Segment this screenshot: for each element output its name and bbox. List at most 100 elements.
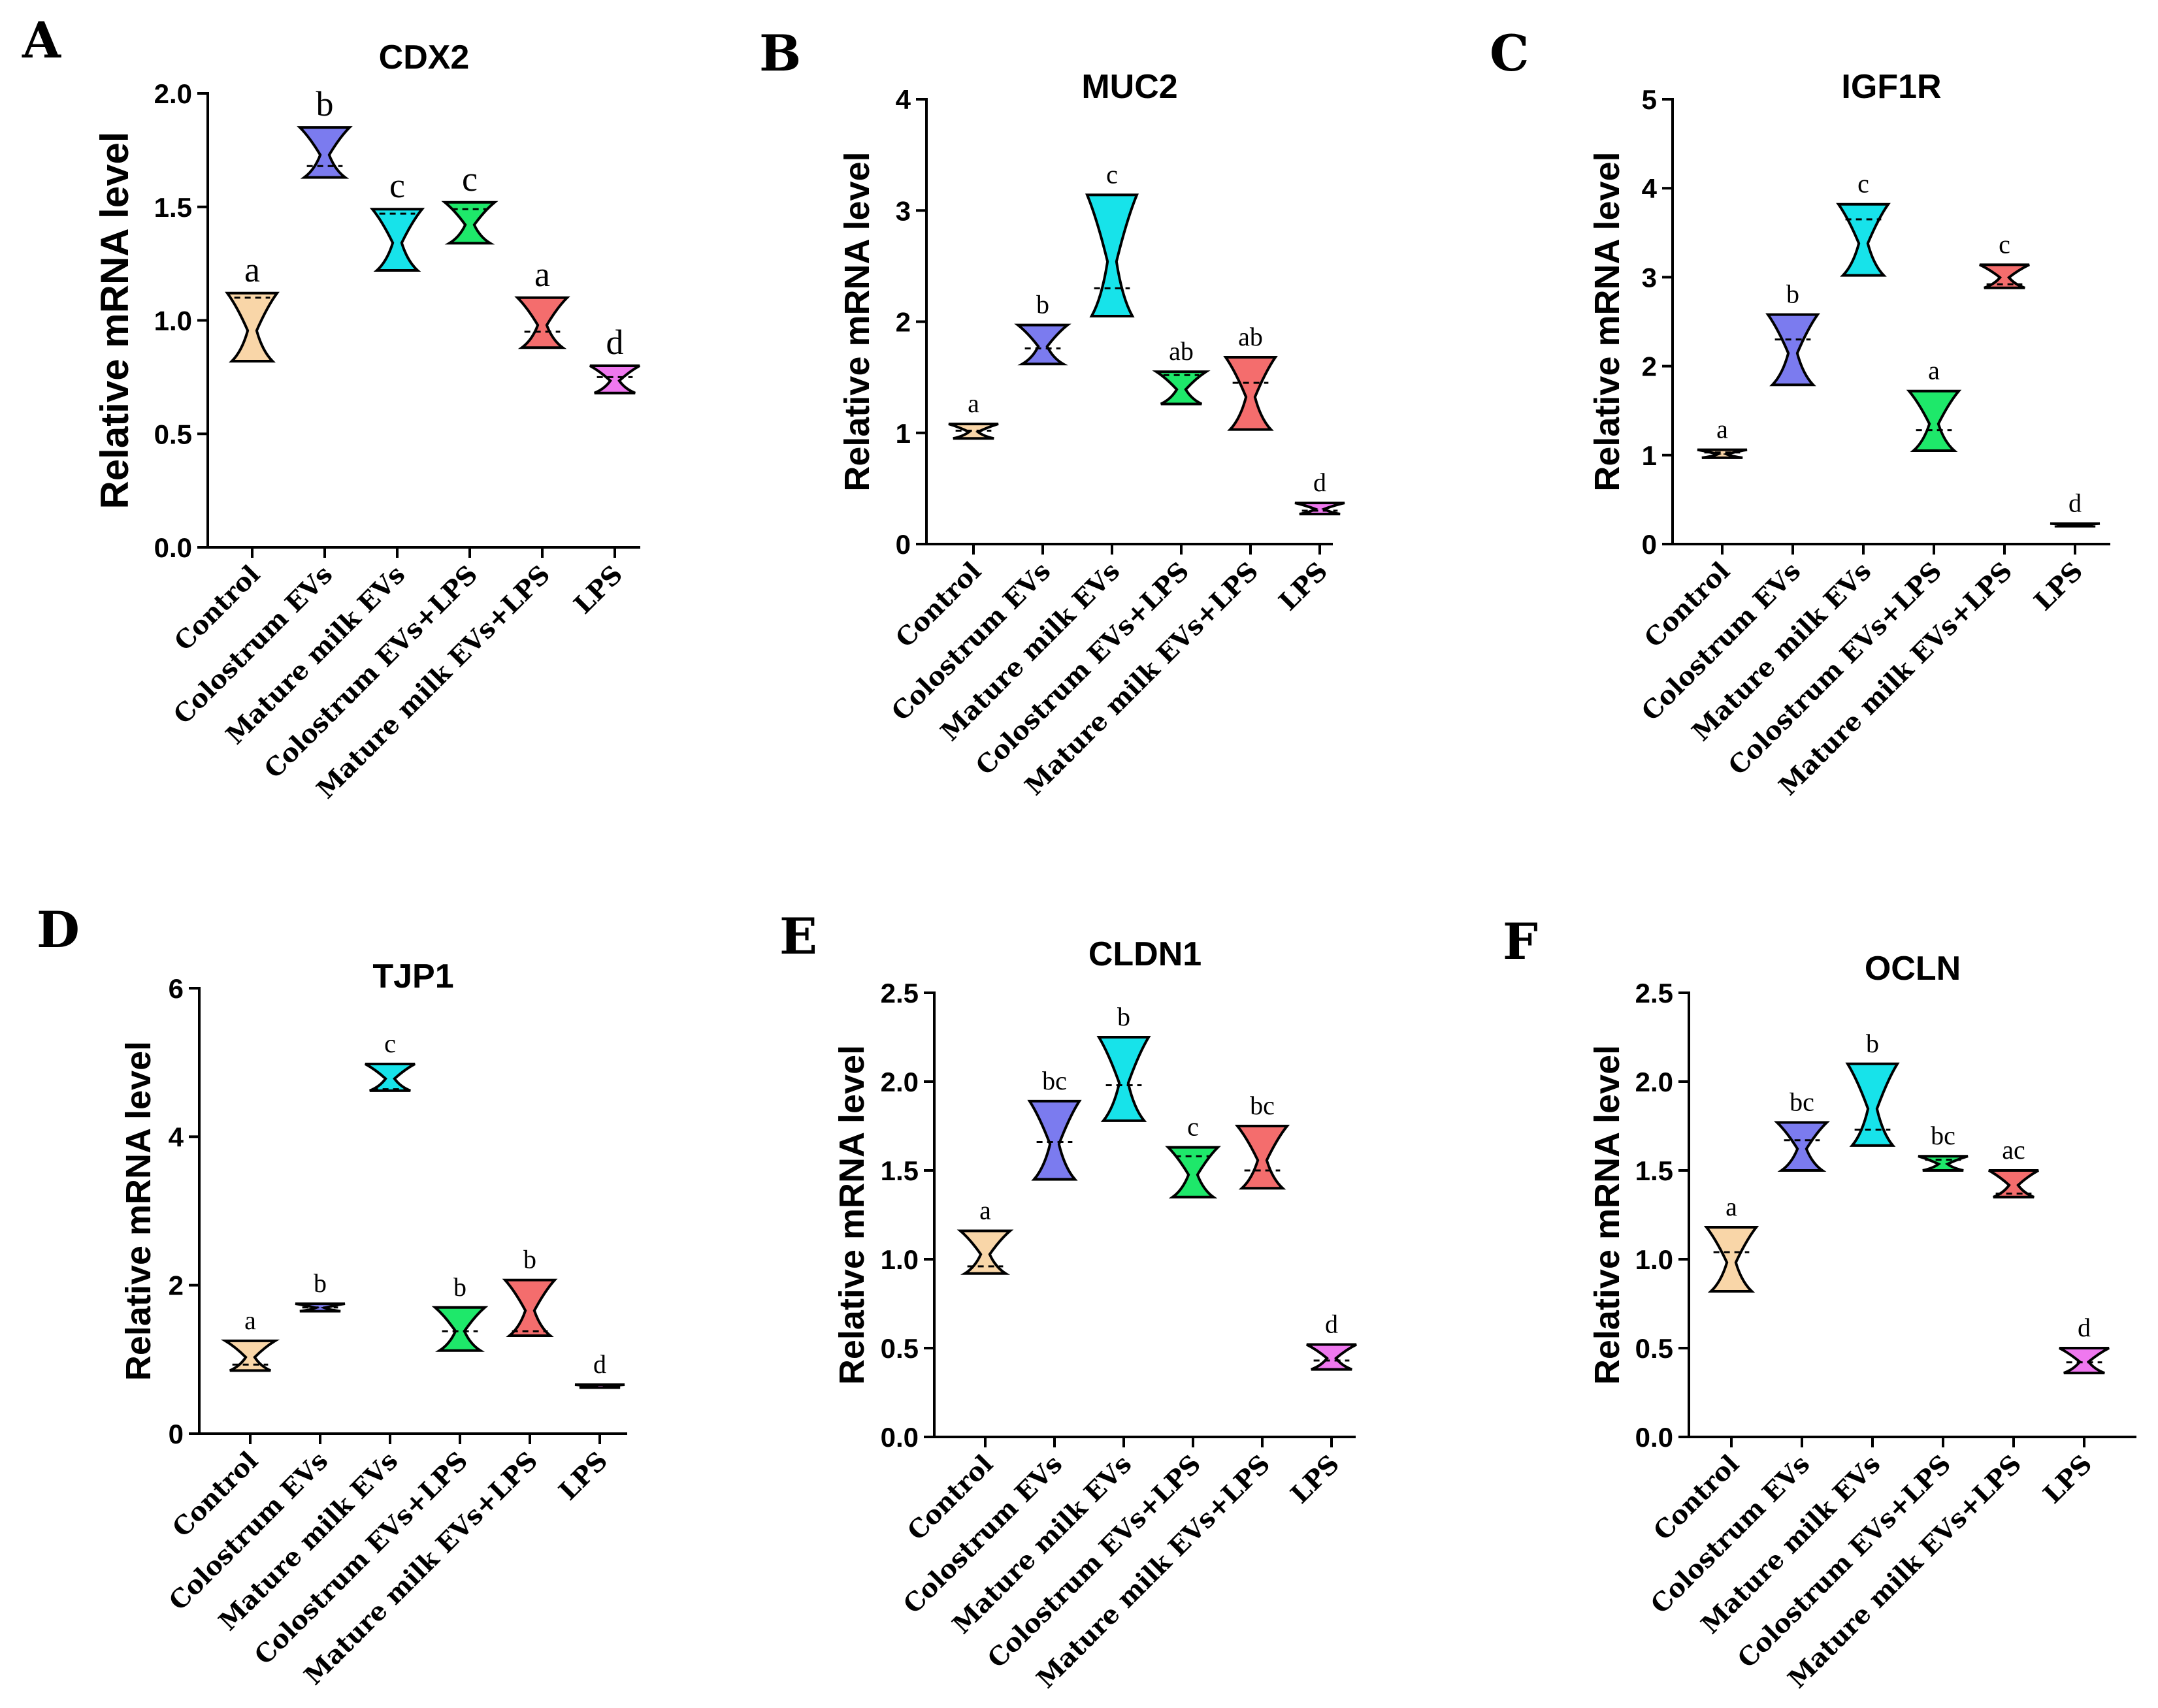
significance-letter: c [1999,229,2010,259]
y-axis-label: Relative mRNA level [832,1045,872,1385]
significance-letter: bc [1250,1091,1275,1120]
violin-c-3 [1836,202,1891,277]
y-tick-label: 3 [1642,262,1657,293]
violin-c-2 [1765,313,1820,387]
y-tick-label: 4 [1642,173,1658,204]
significance-letter: a [979,1195,991,1225]
y-axis-label: Relative mRNA level [1588,152,1627,491]
significance-letter: d [1313,468,1326,497]
y-axis-label: Relative mRNA level [93,131,137,509]
violin-a-6 [589,364,640,395]
significance-letter: b [1786,280,1799,309]
significance-letter: d [2078,1313,2091,1342]
panel-letter: B [759,24,801,82]
violin-b-2 [1014,323,1071,366]
violin-a-3 [369,208,425,272]
y-tick-label: 1.0 [154,306,192,336]
chart-title: CLDN1 [1088,935,1202,973]
chart-title: IGF1R [1841,68,1941,106]
significance-letter: c [384,1029,396,1058]
significance-letter: b [314,1268,327,1298]
violin-a-5 [514,296,570,349]
significance-letter: a [1725,1192,1737,1221]
panel-letter: A [22,11,61,69]
y-tick-label: 2 [169,1270,184,1301]
y-tick-label: 1 [1642,440,1657,471]
violin-e-4 [1165,1146,1221,1199]
y-tick-label: 0.5 [154,419,192,449]
significance-letter: d [606,323,624,362]
y-tick-label: 0.0 [881,1422,919,1453]
violin-b-4 [1152,370,1211,406]
significance-letter: a [968,389,979,418]
significance-letter: a [244,1306,256,1335]
y-tick-label: 0 [896,529,911,560]
violin-c-4 [1906,389,1962,452]
y-tick-label: 2 [896,307,911,338]
y-tick-label: 2.5 [1635,978,1673,1008]
significance-letter: bc [1790,1088,1814,1117]
y-tick-label: 6 [169,973,184,1004]
significance-letter: c [462,159,478,199]
significance-letter: a [1928,356,1940,385]
significance-letter: b [523,1245,536,1274]
significance-letter: c [1187,1112,1199,1142]
significance-letter: d [1325,1310,1338,1339]
y-tick-label: 0.5 [881,1333,919,1364]
panel-e: E CLDN1 Relative mRNA level 0.0 0.5 1.0 1.5 2.0… [779,907,1357,1694]
y-axis-label: Relative mRNA level [1588,1045,1627,1385]
category-label: LPS [2037,1449,2098,1510]
significance-letter: a [534,255,550,294]
violin-d-5 [502,1278,558,1337]
significance-letter: a [244,250,260,289]
y-tick-label: 0.0 [1635,1422,1673,1453]
y-tick-label: 2.0 [881,1067,919,1097]
y-tick-label: 4 [896,84,911,115]
violin-d-4 [431,1306,489,1352]
y-tick-label: 2 [1642,351,1657,382]
significance-letter: bc [1042,1066,1067,1095]
category-label: LPS [1273,556,1333,617]
violin-b-5 [1223,355,1278,431]
y-tick-label: 1 [896,418,911,449]
category-label: LPS [2028,556,2089,617]
significance-letter: a [1716,415,1728,444]
violin-b-6 [1294,502,1345,516]
category-label: LPS [553,1446,613,1507]
y-axis-label: Relative mRNA level [838,152,877,491]
y-tick-label: 0 [1642,529,1657,560]
significance-letter: b [1117,1002,1130,1031]
violin-f-1 [1703,1226,1759,1293]
significance-letter: c [1857,169,1869,199]
y-tick-label: 1.0 [1635,1244,1673,1275]
panel-letter: E [779,907,817,965]
violin-a-1 [225,291,280,363]
violin-f-4 [1918,1155,1969,1172]
violin-f-2 [1774,1121,1830,1172]
violin-c-1 [1697,448,1748,459]
violin-e-3 [1096,1036,1151,1122]
significance-letter: ab [1169,336,1194,366]
panel-f: F OCLN Relative mRNA level 0.0 0.5 1.0 1.5 2.0 2… [1503,912,2136,1694]
significance-letter: d [593,1349,606,1379]
significance-letter: ab [1238,322,1263,351]
significance-letter: bc [1931,1121,1955,1150]
y-tick-label: 3 [896,195,911,226]
y-tick-label: 5 [1642,84,1657,115]
violin-e-6 [1306,1343,1357,1371]
y-tick-label: 2.5 [881,978,919,1008]
y-tick-label: 1.5 [154,192,192,223]
category-label: LPS [1284,1449,1345,1510]
violin-b-3 [1085,193,1139,317]
significance-letter: d [2068,489,2082,518]
panel-letter: C [1490,24,1529,82]
y-tick-label: 4 [169,1121,184,1152]
violin-c-5 [1979,263,2030,289]
y-tick-label: 1.5 [1635,1155,1673,1186]
violin-f-6 [2059,1347,2110,1375]
y-tick-label: 2.0 [154,78,192,109]
violin-a-2 [297,126,353,179]
